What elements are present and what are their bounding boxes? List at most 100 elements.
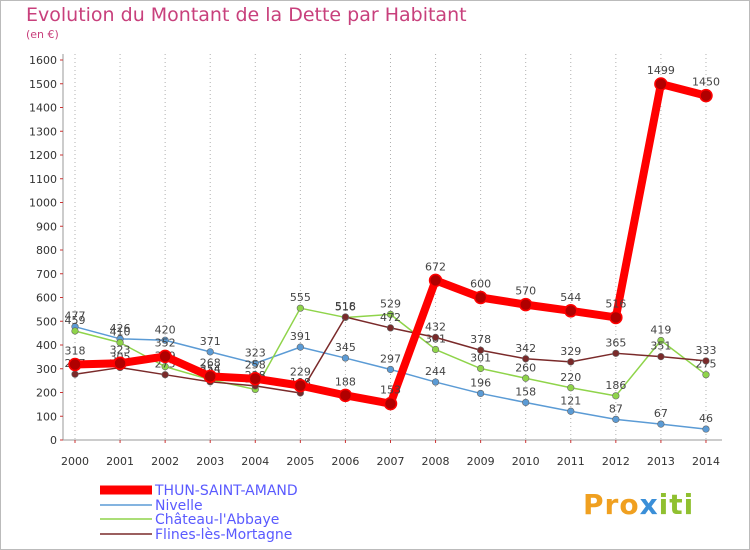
data-point bbox=[654, 77, 668, 91]
y-tick-label: 0 bbox=[50, 434, 57, 447]
data-label: 46 bbox=[699, 412, 713, 425]
data-label: 516 bbox=[335, 300, 356, 313]
data-point bbox=[341, 354, 350, 362]
data-label: 555 bbox=[290, 291, 311, 304]
data-point bbox=[296, 343, 304, 351]
x-tick-label: 2013 bbox=[647, 455, 675, 468]
data-point bbox=[473, 290, 488, 305]
data-label: 345 bbox=[335, 341, 356, 354]
data-point bbox=[248, 371, 263, 386]
y-tick-label: 900 bbox=[36, 220, 57, 233]
x-tick-label: 2004 bbox=[241, 455, 269, 468]
data-label: 351 bbox=[650, 340, 671, 353]
data-point bbox=[702, 357, 710, 365]
data-label: 544 bbox=[560, 291, 581, 304]
chart-unit: (en €) bbox=[26, 28, 59, 41]
data-label: 297 bbox=[380, 352, 401, 365]
data-point bbox=[71, 327, 79, 335]
data-point bbox=[428, 273, 443, 288]
y-tick-label: 400 bbox=[36, 339, 57, 352]
data-point bbox=[251, 359, 259, 367]
data-point bbox=[564, 304, 578, 318]
data-label: 477 bbox=[65, 310, 86, 323]
data-point bbox=[477, 346, 485, 354]
data-point bbox=[699, 88, 713, 103]
logo-part-3: iti bbox=[658, 488, 695, 521]
data-label: 672 bbox=[425, 260, 446, 273]
data-point bbox=[609, 310, 623, 325]
data-label: 121 bbox=[560, 394, 581, 407]
data-point bbox=[657, 353, 665, 361]
data-point bbox=[702, 371, 710, 379]
y-tick-label: 1000 bbox=[29, 197, 57, 210]
data-label: 391 bbox=[290, 330, 311, 343]
data-point bbox=[702, 425, 710, 433]
data-label: 419 bbox=[650, 323, 671, 336]
y-tick-label: 1200 bbox=[29, 149, 57, 162]
y-tick-label: 1100 bbox=[29, 173, 57, 186]
data-point bbox=[612, 392, 620, 400]
proxiti-logo: Proxiti bbox=[583, 488, 694, 521]
data-point bbox=[161, 336, 169, 344]
data-point bbox=[338, 388, 353, 403]
x-tick-label: 2003 bbox=[196, 455, 224, 468]
data-point bbox=[383, 396, 398, 411]
data-point bbox=[296, 304, 304, 312]
data-point bbox=[293, 378, 308, 393]
data-point bbox=[161, 371, 169, 379]
data-label: 529 bbox=[380, 297, 401, 310]
data-point bbox=[116, 339, 124, 347]
data-point bbox=[386, 365, 395, 374]
x-tick-label: 2007 bbox=[376, 455, 404, 468]
data-point bbox=[477, 389, 485, 398]
data-label: 229 bbox=[290, 366, 311, 379]
data-label: 318 bbox=[65, 344, 86, 357]
data-label: 244 bbox=[425, 365, 446, 378]
data-label: 153 bbox=[380, 384, 401, 397]
y-tick-label: 1600 bbox=[29, 54, 57, 67]
data-label: 420 bbox=[155, 323, 176, 336]
y-tick-label: 1300 bbox=[29, 125, 57, 138]
data-point bbox=[522, 374, 530, 382]
data-label: 258 bbox=[245, 359, 266, 372]
legend-label: Nivelle bbox=[155, 498, 203, 514]
y-tick-label: 1500 bbox=[29, 78, 57, 91]
data-label: 268 bbox=[200, 356, 221, 369]
x-tick-label: 2005 bbox=[286, 455, 314, 468]
data-point bbox=[657, 336, 665, 345]
legend-label: THUN-SAINT-AMAND bbox=[154, 483, 298, 499]
data-label: 323 bbox=[245, 346, 266, 359]
data-label: 410 bbox=[110, 326, 131, 339]
legend-label: Château-l'Abbaye bbox=[155, 512, 279, 528]
y-tick-label: 800 bbox=[36, 244, 57, 257]
data-label: 426 bbox=[110, 322, 131, 335]
data-point bbox=[567, 358, 575, 366]
data-label: 260 bbox=[515, 361, 536, 374]
data-label: 371 bbox=[200, 335, 221, 348]
data-label: 188 bbox=[335, 375, 356, 388]
y-tick-label: 700 bbox=[36, 268, 57, 281]
legend-label: Flines-lès-Mortagne bbox=[155, 527, 292, 543]
x-tick-label: 2008 bbox=[422, 455, 450, 468]
y-tick-label: 200 bbox=[36, 387, 57, 400]
data-point bbox=[71, 370, 79, 378]
data-label: 301 bbox=[470, 352, 491, 365]
data-label: 459 bbox=[65, 314, 86, 327]
data-label: 472 bbox=[380, 311, 401, 324]
x-tick-label: 2001 bbox=[106, 455, 134, 468]
data-point bbox=[386, 310, 395, 318]
data-label: 67 bbox=[654, 407, 668, 420]
data-point bbox=[431, 378, 440, 386]
chart-title: Evolution du Montant de la Dette par Hab… bbox=[26, 4, 467, 26]
data-point bbox=[518, 297, 533, 312]
x-tick-label: 2002 bbox=[151, 455, 179, 468]
x-tick-label: 2012 bbox=[602, 455, 630, 468]
data-point bbox=[341, 313, 350, 321]
data-point bbox=[612, 349, 620, 357]
data-point bbox=[158, 349, 172, 364]
data-label: 516 bbox=[605, 297, 626, 310]
data-label: 186 bbox=[605, 379, 626, 392]
x-tick-label: 2000 bbox=[61, 455, 89, 468]
data-point bbox=[161, 363, 169, 371]
